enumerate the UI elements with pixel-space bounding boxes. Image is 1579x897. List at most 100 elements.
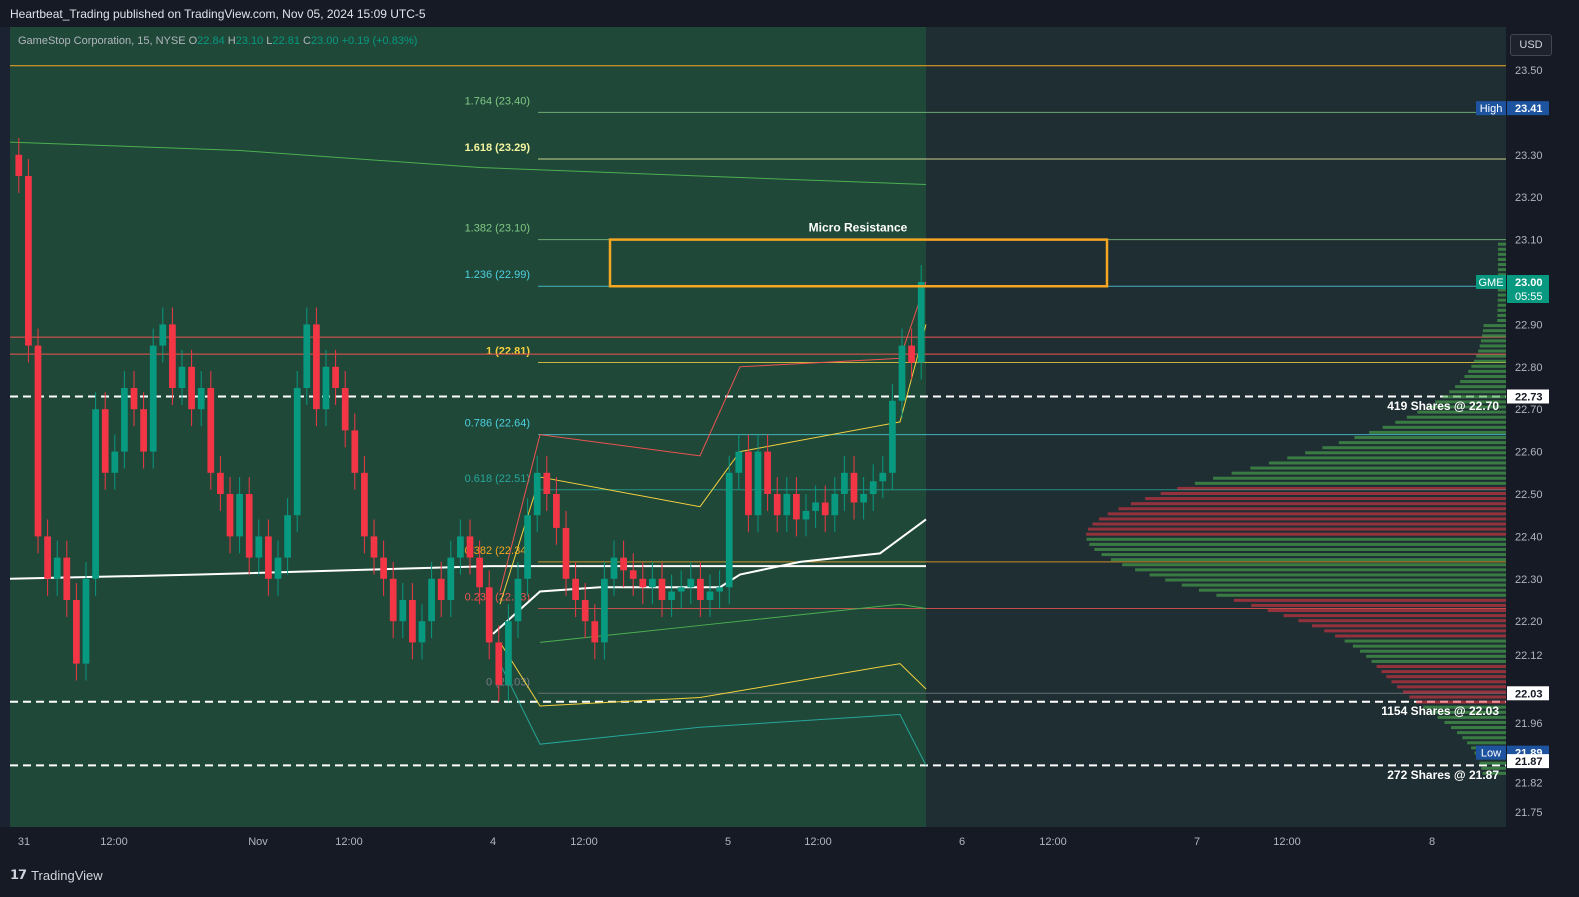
candle-body: [783, 494, 791, 516]
price-tick-label: 22.90: [1515, 319, 1543, 331]
volume-profile-bar: [1456, 731, 1506, 735]
volume-profile-bar: [1094, 547, 1506, 551]
volume-profile-bar: [1233, 598, 1506, 602]
price-axis: [1506, 27, 1579, 827]
volume-profile-bar: [1088, 527, 1506, 531]
volume-profile-bar: [1497, 313, 1506, 317]
candle-body: [207, 388, 215, 473]
candle-body: [53, 557, 61, 579]
price-badge-tag: [1476, 745, 1506, 760]
volume-profile-bar: [1497, 242, 1506, 246]
micro-resistance-zone: [608, 238, 1109, 288]
volume-profile-bar: [1497, 247, 1506, 251]
tradingview-brand: TradingView: [31, 867, 103, 883]
candle-body: [533, 472, 541, 516]
close-label: C: [303, 35, 311, 47]
volume-profile-bar: [1474, 359, 1506, 363]
candle-body: [687, 578, 695, 588]
volume-profile-bar: [1497, 273, 1506, 277]
volume-profile-bar: [1497, 298, 1506, 302]
price-badge: [1507, 275, 1549, 303]
candle-body: [111, 451, 119, 473]
candle-body: [495, 642, 503, 685]
volume-profile-bar: [1449, 390, 1506, 394]
volume-profile-bar: [1344, 639, 1506, 643]
price-chart[interactable]: 31 12:00 Nov 12:00 4 12:00 5 12:00 6 12:00 7 12:00 8…: [0, 27, 1579, 857]
candle-body: [389, 578, 397, 622]
candle-body: [130, 388, 138, 410]
open-label: O: [188, 35, 198, 47]
candle-body: [34, 345, 42, 537]
price-tick-label: 23.20: [1515, 192, 1543, 204]
candle-body: [188, 366, 195, 410]
price-tick-label: 21.82: [1515, 777, 1543, 789]
volume-annotation-label: 272 Shares @ 21.87: [1387, 768, 1499, 782]
price-tick-label: 23.10: [1515, 235, 1543, 247]
volume-profile-bar: [1165, 578, 1506, 582]
volume-profile-bar: [1396, 685, 1506, 689]
candle-body: [457, 536, 464, 558]
volume-profile-bar: [1198, 588, 1506, 592]
candle-body: [735, 451, 743, 473]
volume-profile-bar: [1122, 563, 1506, 567]
candle-body: [255, 536, 263, 558]
volume-profile-bar: [1442, 395, 1506, 399]
volume-profile-bar: [1483, 324, 1506, 328]
price-tick-label: 22.50: [1515, 489, 1543, 501]
volume-profile-bar: [1450, 726, 1506, 730]
volume-profile-bar: [1145, 497, 1506, 501]
volume-profile-bar: [1478, 349, 1506, 353]
candle-body: [898, 345, 906, 401]
volume-profile-bar: [1359, 649, 1506, 653]
close-value: 23.00: [310, 35, 339, 47]
time-tick-label: 12:00: [1039, 836, 1067, 848]
time-tick-label: Nov: [248, 836, 268, 848]
time-tick-label: 12:00: [804, 836, 832, 848]
volume-annotation-label: 419 Shares @ 22.70: [1387, 399, 1499, 413]
candle-body: [649, 578, 656, 588]
volume-profile-bar: [1435, 400, 1506, 404]
volume-profile-bar: [1395, 420, 1506, 424]
candle-body: [265, 536, 272, 579]
fib-level-label: 1.764 (23.40): [465, 95, 530, 107]
volume-profile-bar: [1480, 339, 1506, 343]
candle-body: [514, 578, 522, 622]
candle-body: [543, 472, 551, 494]
volume-profile-bar: [1305, 451, 1506, 455]
volume-profile-bar: [1468, 369, 1506, 373]
volume-profile-bar: [1479, 344, 1506, 348]
volume-profile-bar: [1482, 771, 1506, 775]
candle-body: [15, 154, 23, 176]
publisher-text: Heartbeat_Trading published on TradingVi…: [10, 7, 426, 21]
micro-resistance-label: Micro Resistance: [809, 221, 908, 235]
candle-body: [322, 366, 330, 410]
price-tick-label: 21.75: [1515, 807, 1543, 819]
volume-profile-bar: [1311, 624, 1506, 628]
volume-profile-bar: [1497, 252, 1506, 256]
symbol-legend: GameStop Corporation, 15, NYSE O22.84 H2…: [18, 35, 417, 47]
candle-body: [226, 494, 234, 537]
volume-profile-bar: [1464, 374, 1506, 378]
currency-button[interactable]: USD: [1510, 34, 1552, 56]
candle-body: [591, 621, 599, 643]
volume-profile-bar: [1471, 364, 1506, 368]
volume-profile-bar: [1497, 293, 1506, 297]
candle-body: [889, 400, 896, 473]
time-tick-label: 8: [1429, 836, 1435, 848]
fib-level-label: 0.236 (22.23): [465, 591, 530, 603]
candle-body: [63, 557, 71, 600]
candle-body: [428, 578, 435, 622]
volume-profile-bar: [1409, 695, 1506, 699]
fib-level-label: 1 (22.81): [486, 346, 530, 358]
volume-profile-bar: [1250, 466, 1506, 470]
volume-profile-bar: [1476, 354, 1506, 358]
volume-profile-bar: [1101, 553, 1506, 557]
volume-profile-bar: [1194, 481, 1506, 485]
volume-profile-bar: [1354, 436, 1506, 440]
candle-body: [466, 536, 474, 558]
candle-body: [553, 494, 560, 528]
tradingview-logo[interactable]: 𝟭𝟳 TradingView: [10, 867, 103, 883]
volume-profile-bar: [1086, 537, 1506, 541]
volume-profile-bar: [1460, 380, 1506, 384]
volume-profile-bar: [1406, 415, 1506, 419]
